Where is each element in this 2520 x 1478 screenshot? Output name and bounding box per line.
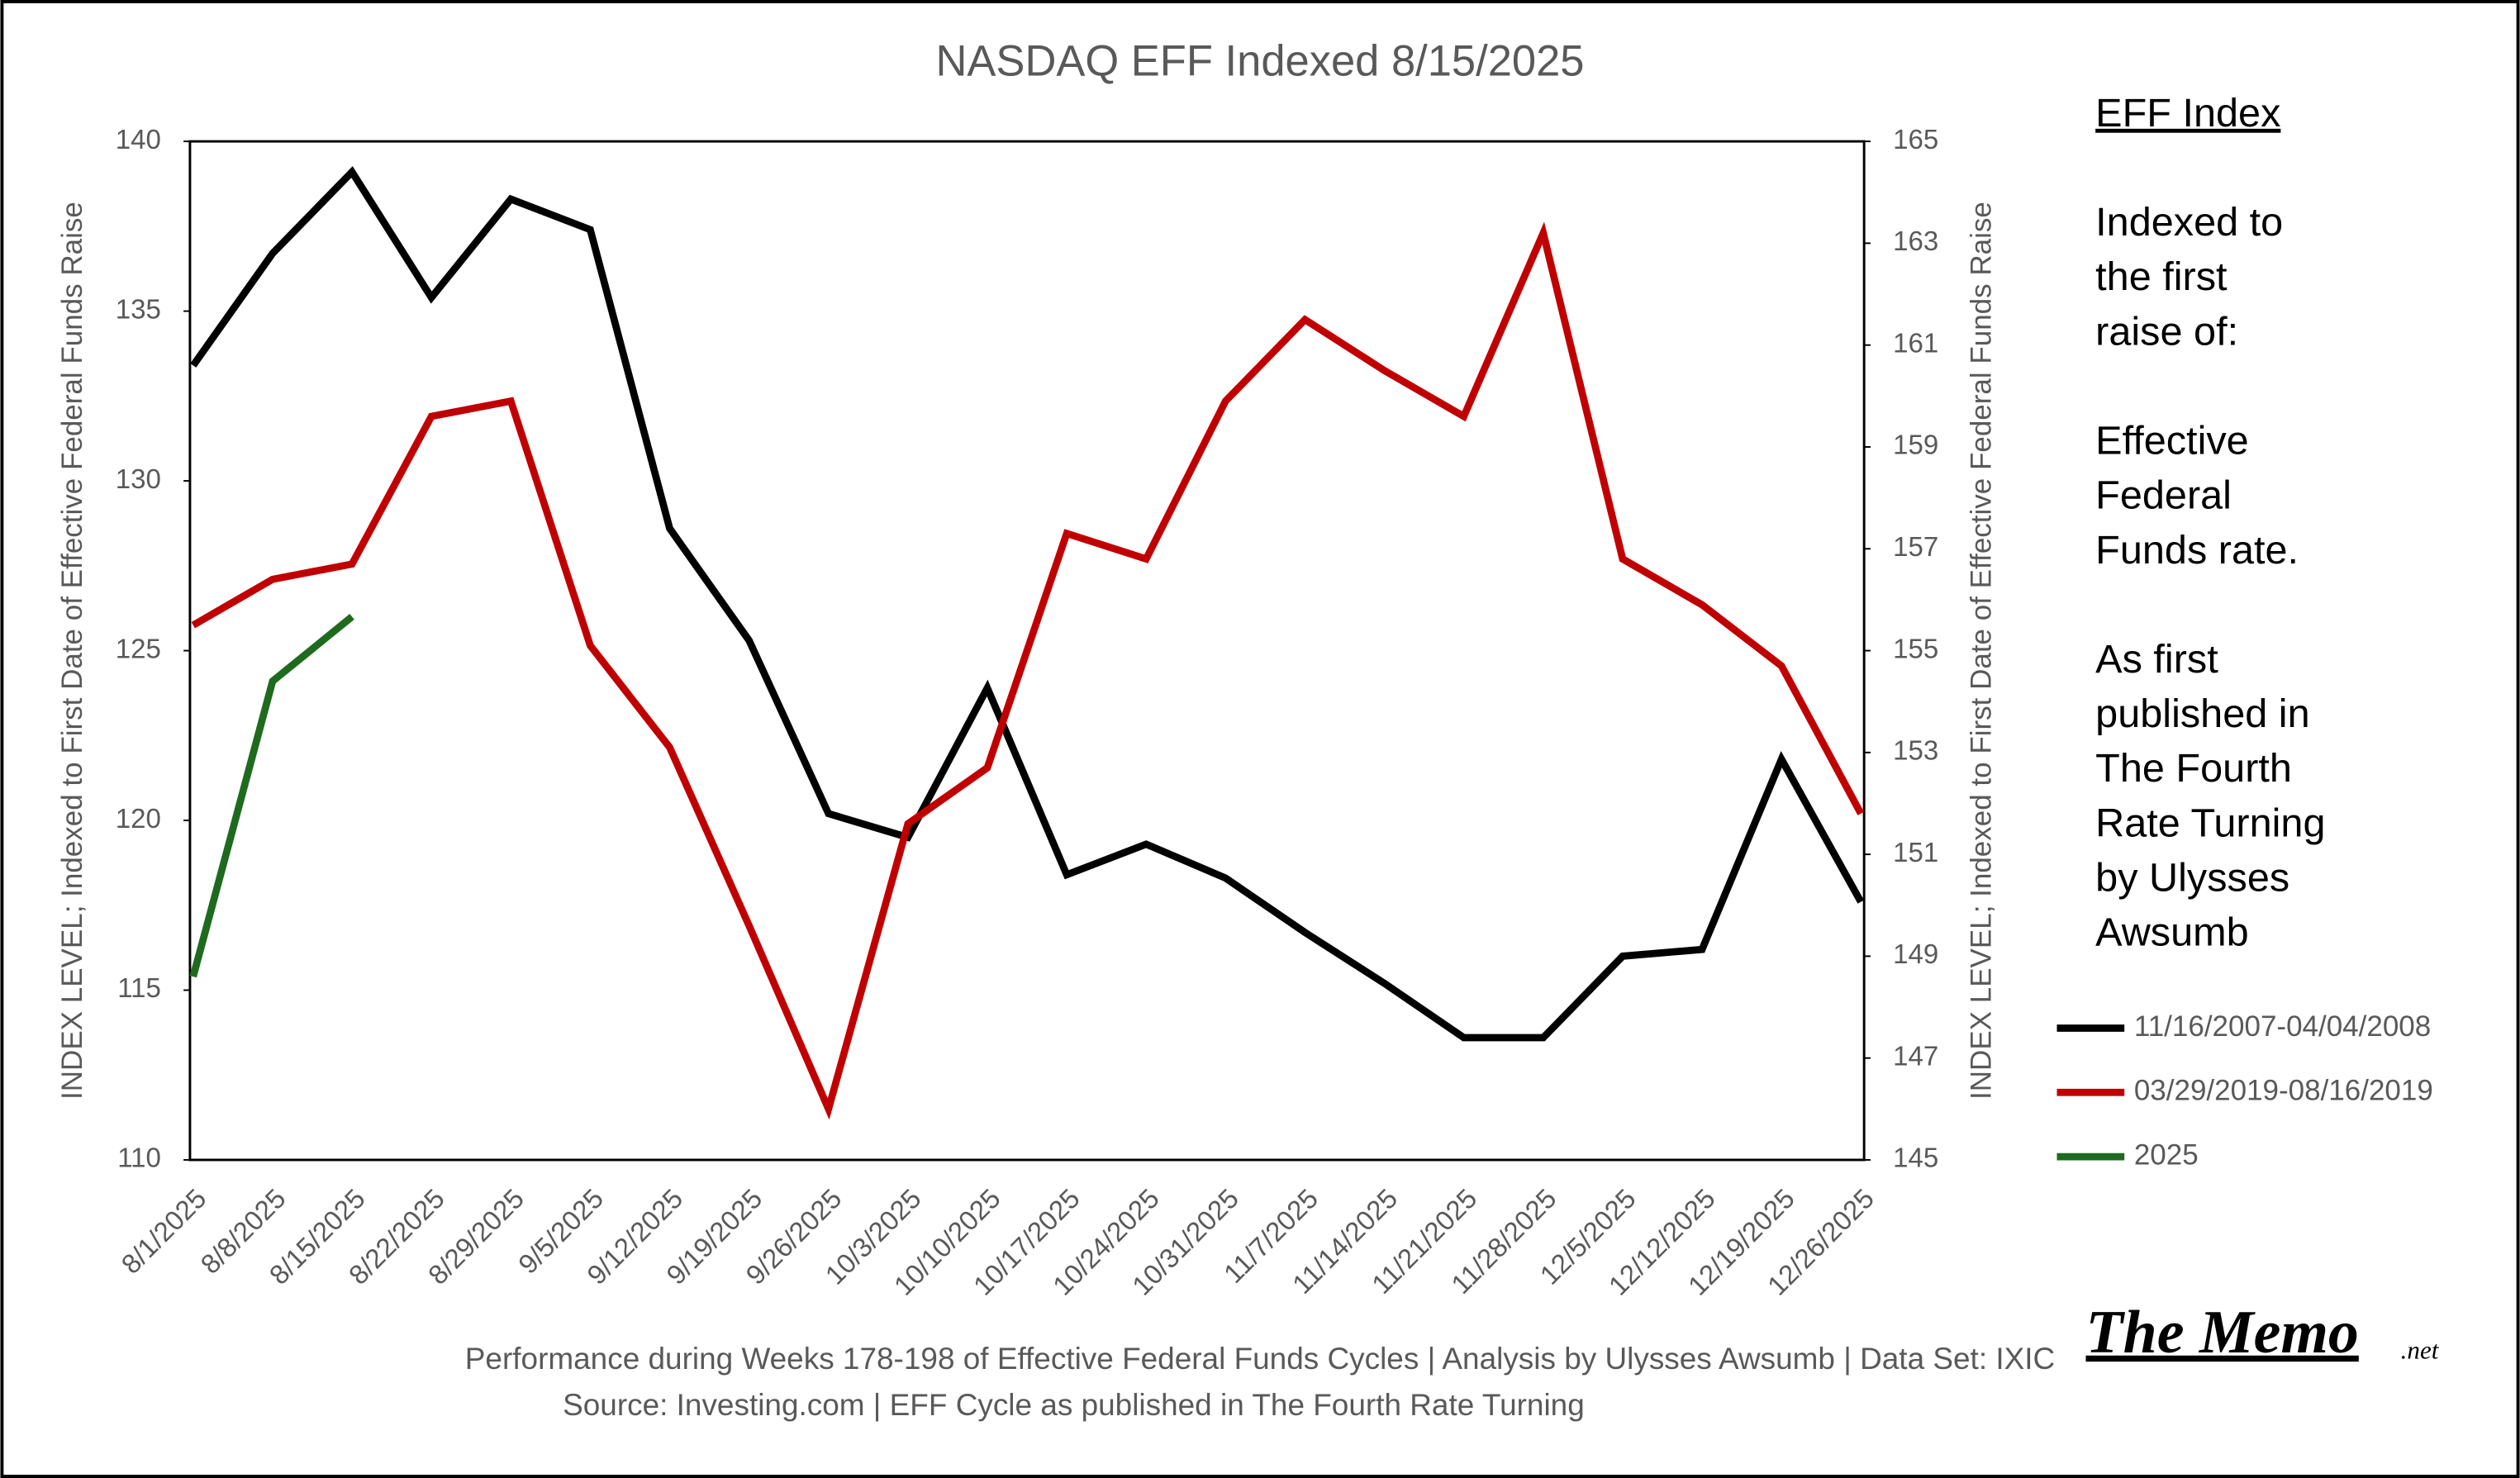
series-line: [189, 614, 354, 978]
chart-title: NASDAQ EFF Indexed 8/15/2025: [935, 37, 1584, 86]
y-tick-label: 115: [117, 973, 161, 1004]
footer-line: Performance during Weeks 178-198 of Effe…: [465, 1342, 2055, 1376]
series-line: [191, 221, 1865, 1120]
side-note: by Ulysses: [2095, 855, 2289, 900]
side-note: Indexed to: [2095, 200, 2283, 245]
side-note: Rate Turning: [2095, 801, 2325, 845]
side-note: Effective: [2095, 419, 2249, 463]
y-tick-label: 110: [117, 1143, 161, 1174]
side-note: raise of:: [2095, 309, 2238, 354]
y2-tick-label: 147: [1893, 1041, 1938, 1072]
side-note: Federal: [2095, 473, 2232, 518]
side-note: the first: [2095, 254, 2228, 299]
legend-label: 11/16/2007-04/04/2008: [2134, 1010, 2431, 1043]
y-tick-label: 125: [116, 634, 161, 664]
legend-label: 2025: [2134, 1138, 2199, 1171]
y2-tick-label: 159: [1893, 430, 1938, 461]
y2-tick-label: 163: [1893, 226, 1938, 257]
y2-tick-label: 161: [1893, 328, 1938, 359]
y2-tick-label: 153: [1893, 736, 1938, 767]
y2-tick-label: 149: [1893, 939, 1938, 970]
side-heading: EFF Index: [2095, 91, 2280, 135]
logo: The Memo: [2086, 1298, 2359, 1366]
y-tick-label: 130: [116, 464, 161, 495]
y-axis-label: INDEX LEVEL; Indexed to First Date of Ef…: [56, 202, 88, 1100]
y2-tick-label: 155: [1893, 634, 1938, 664]
series-line: [190, 166, 1865, 1042]
side-note: The Fourth: [2095, 746, 2292, 791]
legend-label: 03/29/2019-08/16/2019: [2134, 1075, 2433, 1107]
logo-suffix: .net: [2401, 1335, 2440, 1364]
y-tick-label: 135: [116, 294, 161, 325]
y2-tick-label: 151: [1893, 838, 1938, 868]
y2-axis-label: INDEX LEVEL; Indexed to First Date of Ef…: [1965, 202, 1997, 1100]
side-note: As first: [2095, 637, 2218, 682]
side-note: Awsumb: [2095, 910, 2249, 955]
y-tick-label: 120: [116, 804, 161, 834]
side-note: Funds rate.: [2095, 528, 2299, 573]
y-tick-label: 140: [116, 125, 161, 155]
y2-tick-label: 145: [1893, 1143, 1938, 1174]
side-note: published in: [2095, 691, 2309, 736]
footer-line: Source: Investing.com | EFF Cycle as pub…: [563, 1388, 1585, 1422]
y2-tick-label: 157: [1893, 532, 1938, 563]
y2-tick-label: 165: [1893, 125, 1938, 155]
